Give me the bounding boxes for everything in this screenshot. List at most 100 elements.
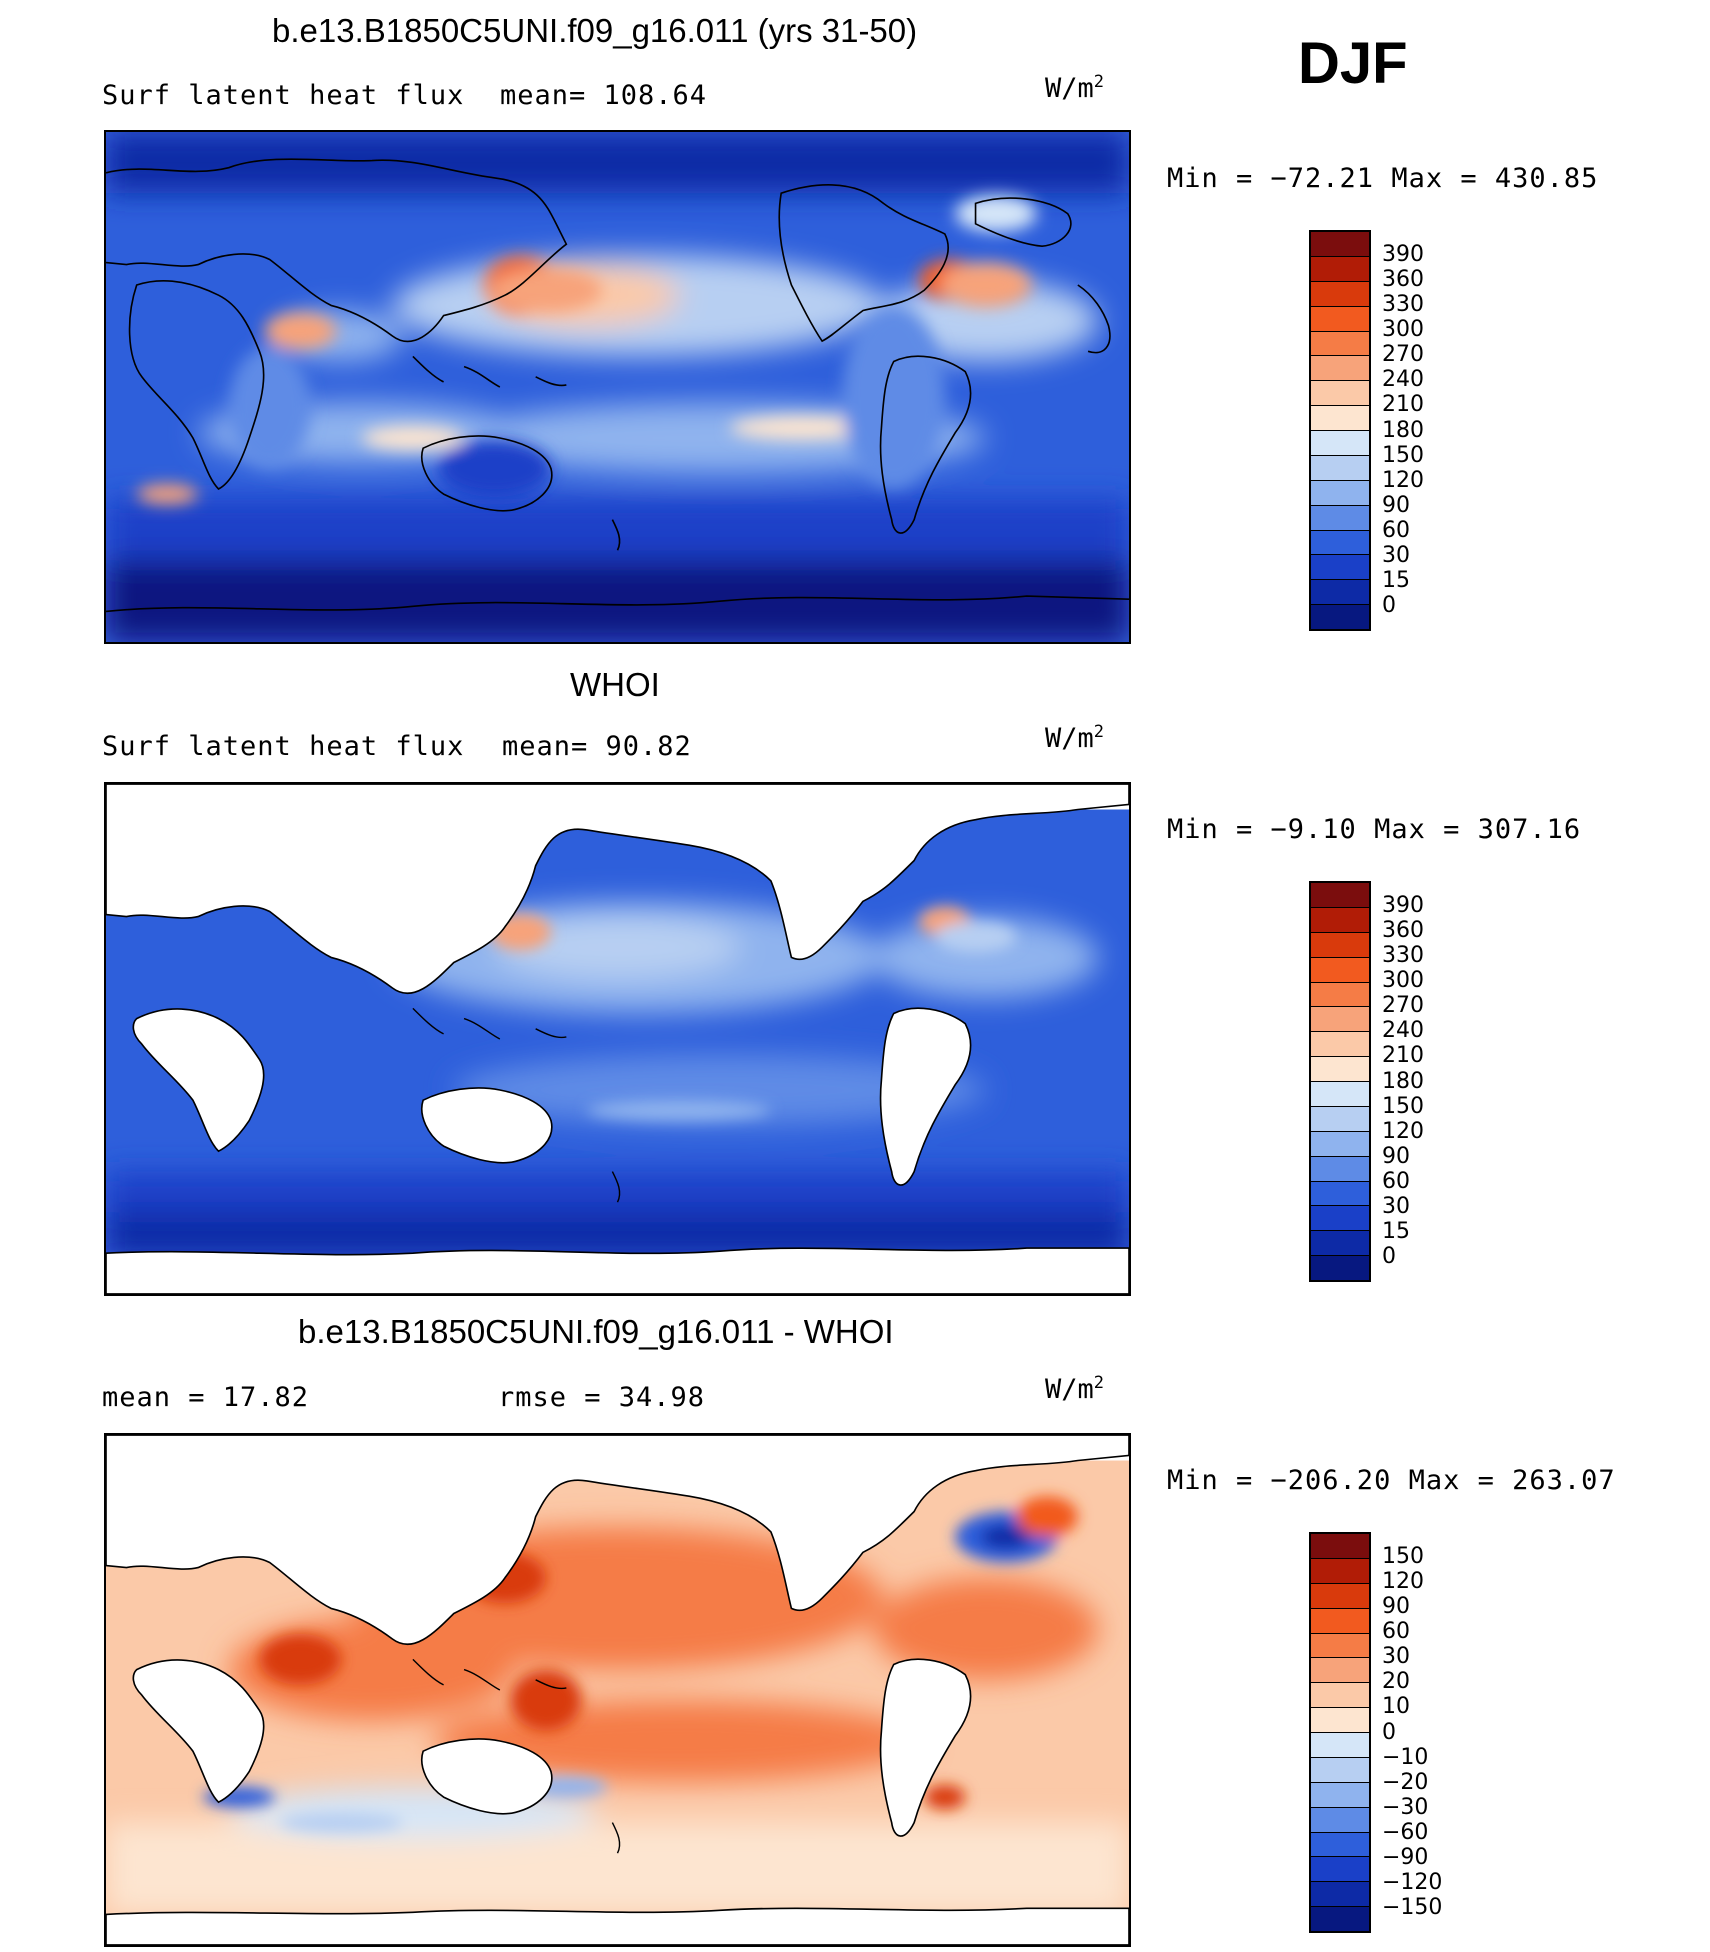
panel-1-variable-label: Surf latent heat flux <box>102 80 465 111</box>
panel-3-colorbar-swatch <box>1311 1733 1369 1758</box>
panel-2-units: W/m2 <box>1045 722 1105 754</box>
panel-3-colorbar-swatch <box>1311 1583 1369 1609</box>
colorbar-tick-label: 240 <box>1382 1018 1424 1044</box>
panel-1-colorbar-swatch <box>1311 381 1369 407</box>
panel-3-map <box>104 1433 1131 1947</box>
colorbar-tick-label: 0 <box>1382 1719 1396 1745</box>
panel-1-colorbar-swatch <box>1311 331 1369 357</box>
panel-2-colorbar-swatch <box>1311 982 1369 1008</box>
colorbar-tick-label: 10 <box>1382 1694 1410 1720</box>
colorbar-tick-label: 390 <box>1382 893 1424 919</box>
panel-1-map-svg <box>106 132 1129 642</box>
panel-2-title: WHOI <box>570 666 660 703</box>
panel-2-colorbar-swatch <box>1311 932 1369 958</box>
panel-1-colorbar-swatch <box>1311 455 1369 481</box>
colorbar-tick-label: 210 <box>1382 392 1424 418</box>
panel-1-colorbar-swatch <box>1311 256 1369 282</box>
colorbar-tick-label: 15 <box>1382 1218 1410 1244</box>
panel-3-rmse-label: rmse = 34.98 <box>498 1382 706 1413</box>
colorbar-tick-label: 240 <box>1382 367 1424 393</box>
panel-2-colorbar-swatch <box>1311 1206 1369 1232</box>
colorbar-tick-label: 390 <box>1382 242 1424 268</box>
panel-3-map-svg <box>106 1435 1129 1945</box>
panel-3-colorbar-swatch <box>1311 1558 1369 1584</box>
colorbar-tick-label: −10 <box>1382 1744 1429 1770</box>
panel-3-colorbar-swatch <box>1311 1857 1369 1883</box>
panel-1-colorbar-swatch <box>1311 505 1369 531</box>
panel-1-units: W/m2 <box>1045 72 1105 104</box>
colorbar-tick-label: −90 <box>1382 1844 1429 1870</box>
panel-3-colorbar-swatch <box>1311 1907 1369 1931</box>
panel-2-colorbar-swatch <box>1311 957 1369 983</box>
season-label: DJF <box>1298 31 1408 96</box>
panel-2-colorbar-swatch <box>1311 1106 1369 1132</box>
panel-3-mean-label: mean = 17.82 <box>102 1382 310 1413</box>
panel-3-title: b.e13.B1850C5UNI.f09_g16.011 - WHOI <box>298 1313 894 1350</box>
panel-3-colorbar <box>1309 1532 1371 1933</box>
colorbar-tick-label: 180 <box>1382 1068 1424 1094</box>
panel-2-colorbar-swatch <box>1311 1256 1369 1280</box>
colorbar-tick-label: 15 <box>1382 567 1410 593</box>
panel-2-variable-label: Surf latent heat flux <box>102 731 465 762</box>
colorbar-tick-label: 360 <box>1382 918 1424 944</box>
panel-3-colorbar-swatch <box>1311 1807 1369 1833</box>
colorbar-tick-label: 90 <box>1382 1594 1410 1620</box>
panel-3-colorbar-swatch <box>1311 1832 1369 1858</box>
panel-2-colorbar <box>1309 881 1371 1282</box>
panel-2-colorbar-swatch <box>1311 1156 1369 1182</box>
colorbar-tick-label: 210 <box>1382 1043 1424 1069</box>
panel-3-colorbar-swatch <box>1311 1708 1369 1733</box>
panel-2-colorbar-swatch <box>1311 1082 1369 1107</box>
panel-3-colorbar-swatch <box>1311 1882 1369 1908</box>
panel-2-colorbar-swatch <box>1311 1131 1369 1157</box>
colorbar-tick-label: 330 <box>1382 943 1424 969</box>
colorbar-tick-label: −150 <box>1382 1894 1443 1920</box>
colorbar-tick-label: 60 <box>1382 1619 1410 1645</box>
colorbar-tick-label: 90 <box>1382 1143 1410 1169</box>
panel-3-colorbar-swatch <box>1311 1658 1369 1684</box>
panel-1-colorbar-swatch <box>1311 555 1369 581</box>
panel-1-title: b.e13.B1850C5UNI.f09_g16.011 (yrs 31-50) <box>272 12 918 49</box>
panel-1-colorbar-swatch <box>1311 580 1369 606</box>
colorbar-tick-label: −120 <box>1382 1869 1443 1895</box>
colorbar-tick-label: −20 <box>1382 1769 1429 1795</box>
colorbar-tick-label: 150 <box>1382 442 1424 468</box>
panel-1-minmax: Min = −72.21 Max = 430.85 <box>1167 163 1599 194</box>
panel-1-colorbar-swatch <box>1311 356 1369 382</box>
panel-3-colorbar-swatch <box>1311 1683 1369 1709</box>
colorbar-tick-label: 60 <box>1382 517 1410 543</box>
colorbar-tick-label: 120 <box>1382 1118 1424 1144</box>
colorbar-tick-label: 0 <box>1382 592 1396 618</box>
panel-2-mean-label: mean= 90.82 <box>502 731 692 762</box>
colorbar-tick-label: 180 <box>1382 417 1424 443</box>
panel-1-colorbar-swatch <box>1311 232 1369 257</box>
panel-3-minmax: Min = −206.20 Max = 263.07 <box>1167 1465 1616 1496</box>
panel-1-colorbar-swatch <box>1311 480 1369 506</box>
panel-1-colorbar-swatch <box>1311 605 1369 629</box>
colorbar-tick-label: 270 <box>1382 342 1424 368</box>
panel-3-colorbar-swatch <box>1311 1608 1369 1634</box>
panel-1-colorbar-swatch <box>1311 406 1369 431</box>
panel-1-mean-label: mean= 108.64 <box>500 80 708 111</box>
panel-2-colorbar-swatch <box>1311 1181 1369 1207</box>
panel-3-units: W/m2 <box>1045 1373 1105 1405</box>
panel-2-minmax: Min = −9.10 Max = 307.16 <box>1167 814 1582 845</box>
panel-1-colorbar-swatch <box>1311 431 1369 456</box>
panel-1-colorbar-swatch <box>1311 306 1369 332</box>
panel-2-colorbar-swatch <box>1311 1032 1369 1058</box>
colorbar-tick-label: 150 <box>1382 1544 1424 1570</box>
panel-2-map-svg <box>106 784 1129 1294</box>
panel-2-colorbar-swatch <box>1311 883 1369 908</box>
panel-1-coastlines <box>106 158 1129 613</box>
colorbar-tick-label: 300 <box>1382 317 1424 343</box>
panel-1-colorbar-swatch <box>1311 281 1369 307</box>
panel-3-colorbar-swatch <box>1311 1757 1369 1783</box>
panel-1-map <box>104 130 1131 644</box>
colorbar-tick-label: 360 <box>1382 267 1424 293</box>
panel-1-colorbar <box>1309 230 1371 631</box>
panel-2-colorbar-swatch <box>1311 1007 1369 1033</box>
colorbar-tick-label: 0 <box>1382 1243 1396 1269</box>
panel-1-colorbar-swatch <box>1311 530 1369 556</box>
panel-3-colorbar-swatch <box>1311 1534 1369 1559</box>
colorbar-tick-label: −60 <box>1382 1819 1429 1845</box>
